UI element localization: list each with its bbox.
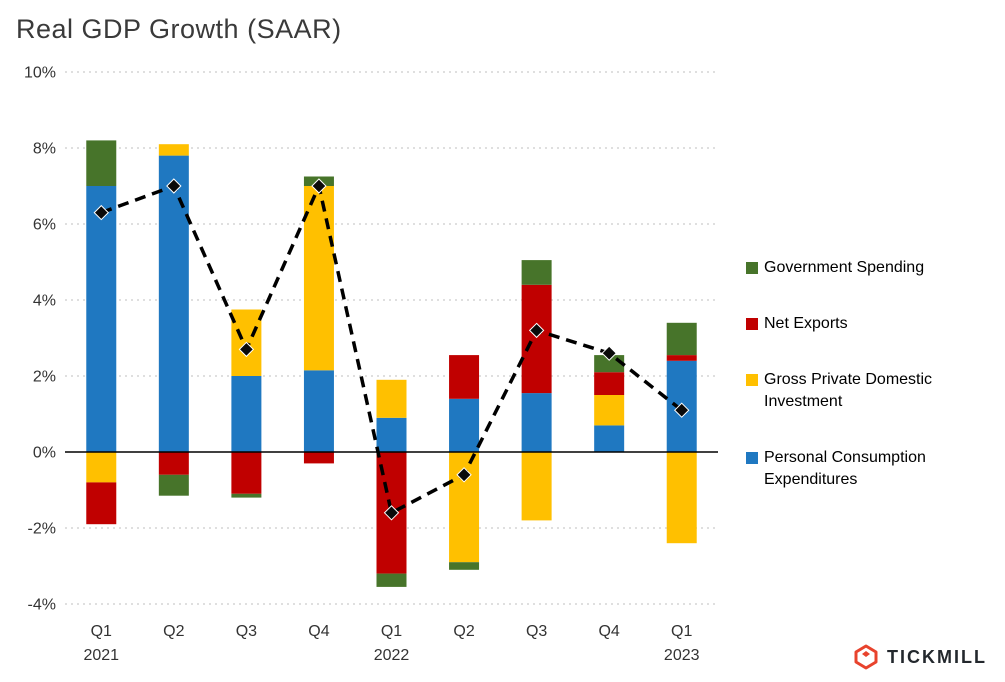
x-axis-quarter-label: Q1: [381, 623, 402, 640]
bar-segment: [86, 140, 117, 186]
legend-swatch: [746, 374, 758, 386]
x-axis-quarter-label: Q3: [236, 623, 257, 640]
bar-segment: [86, 186, 117, 452]
x-axis-quarter-label: Q1: [671, 623, 692, 640]
legend-swatch: [746, 318, 758, 330]
tickmill-icon: [854, 644, 878, 670]
gdp-marker-diamond: [166, 178, 182, 194]
legend-item: Government Spending: [746, 257, 1002, 279]
gdp-marker-diamond: [528, 322, 545, 339]
bar-segment: [303, 186, 334, 371]
bar-segment: [158, 144, 189, 156]
bar-segment: [231, 452, 262, 494]
x-axis-quarter-label: Q2: [453, 623, 474, 640]
gdp-marker-diamond: [383, 505, 400, 521]
bar-segment: [594, 372, 625, 395]
bar-segment: [449, 355, 480, 399]
y-axis-tick-label: 4%: [33, 293, 56, 310]
x-axis-quarter-label: Q1: [91, 623, 112, 640]
bar-segment: [376, 379, 407, 418]
bar-segment: [158, 155, 189, 452]
x-axis-quarter-label: Q3: [526, 623, 547, 640]
gdp-marker-diamond: [456, 467, 472, 483]
y-axis-tick-label: -2%: [28, 521, 56, 538]
brand-logo: TICKMILL: [853, 644, 987, 670]
chart-legend: Government Spending Net Exports Gross Priv…: [746, 257, 1002, 491]
gdp-marker-diamond: [601, 345, 617, 361]
bar-segment: [231, 493, 262, 498]
bar-segment: [594, 425, 625, 452]
bar-segment: [521, 452, 552, 521]
y-axis-tick-label: -4%: [28, 597, 56, 614]
legend-label: Net Exports: [764, 315, 848, 332]
bar-segment: [158, 474, 189, 496]
x-axis-quarter-label: Q4: [598, 623, 619, 640]
bar-segment: [376, 573, 407, 587]
bar-segment: [231, 376, 262, 452]
bar-segment: [521, 260, 552, 285]
legend-label: Gross Private Domestic Investment: [764, 371, 933, 410]
bar-segment: [521, 284, 552, 394]
brand-name: TICKMILL: [887, 646, 987, 667]
bar-segment: [449, 562, 480, 570]
gdp-growth-line: [100, 180, 683, 516]
bar-segment: [158, 452, 189, 475]
bar-segment: [86, 452, 117, 483]
x-axis-year-label: 2022: [374, 647, 410, 664]
y-axis-tick-label: 2%: [33, 369, 56, 386]
legend-item: Personal Consumption Expenditures: [746, 447, 1002, 491]
legend-swatch: [746, 262, 758, 274]
bar-segment: [303, 370, 334, 452]
y-axis-tick-label: 10%: [24, 65, 56, 82]
bar-segment: [594, 395, 625, 426]
legend-swatch: [746, 452, 758, 464]
bar-segment: [376, 417, 407, 452]
legend-label: Government Spending: [764, 259, 925, 276]
gdp-marker-diamond: [238, 341, 255, 358]
bar-segment: [449, 398, 480, 452]
bar-segment: [666, 355, 697, 361]
y-axis-tick-label: 6%: [33, 217, 56, 234]
legend-item: Gross Private Domestic Investment: [746, 369, 1002, 413]
x-axis-year-label: 2023: [664, 647, 700, 664]
x-axis-year-label: 2021: [83, 647, 119, 664]
x-axis-quarter-label: Q2: [163, 623, 184, 640]
gdp-marker-diamond: [93, 204, 109, 221]
bar-segment: [303, 452, 334, 464]
legend-label: Personal Consumption Expenditures: [764, 449, 926, 488]
bar-segment: [666, 452, 697, 544]
bar-segment: [666, 322, 697, 356]
legend-item: Net Exports: [746, 313, 1002, 335]
page-title: Real GDP Growth (SAAR): [16, 14, 342, 44]
gdp-marker-diamond: [674, 402, 690, 418]
bar-segment: [86, 482, 117, 525]
gdp-marker-diamond: [311, 178, 327, 194]
y-axis-tick-label: 8%: [33, 141, 56, 158]
x-axis-quarter-label: Q4: [308, 623, 329, 640]
y-axis-tick-label: 0%: [33, 445, 56, 462]
bar-segment: [521, 393, 552, 452]
